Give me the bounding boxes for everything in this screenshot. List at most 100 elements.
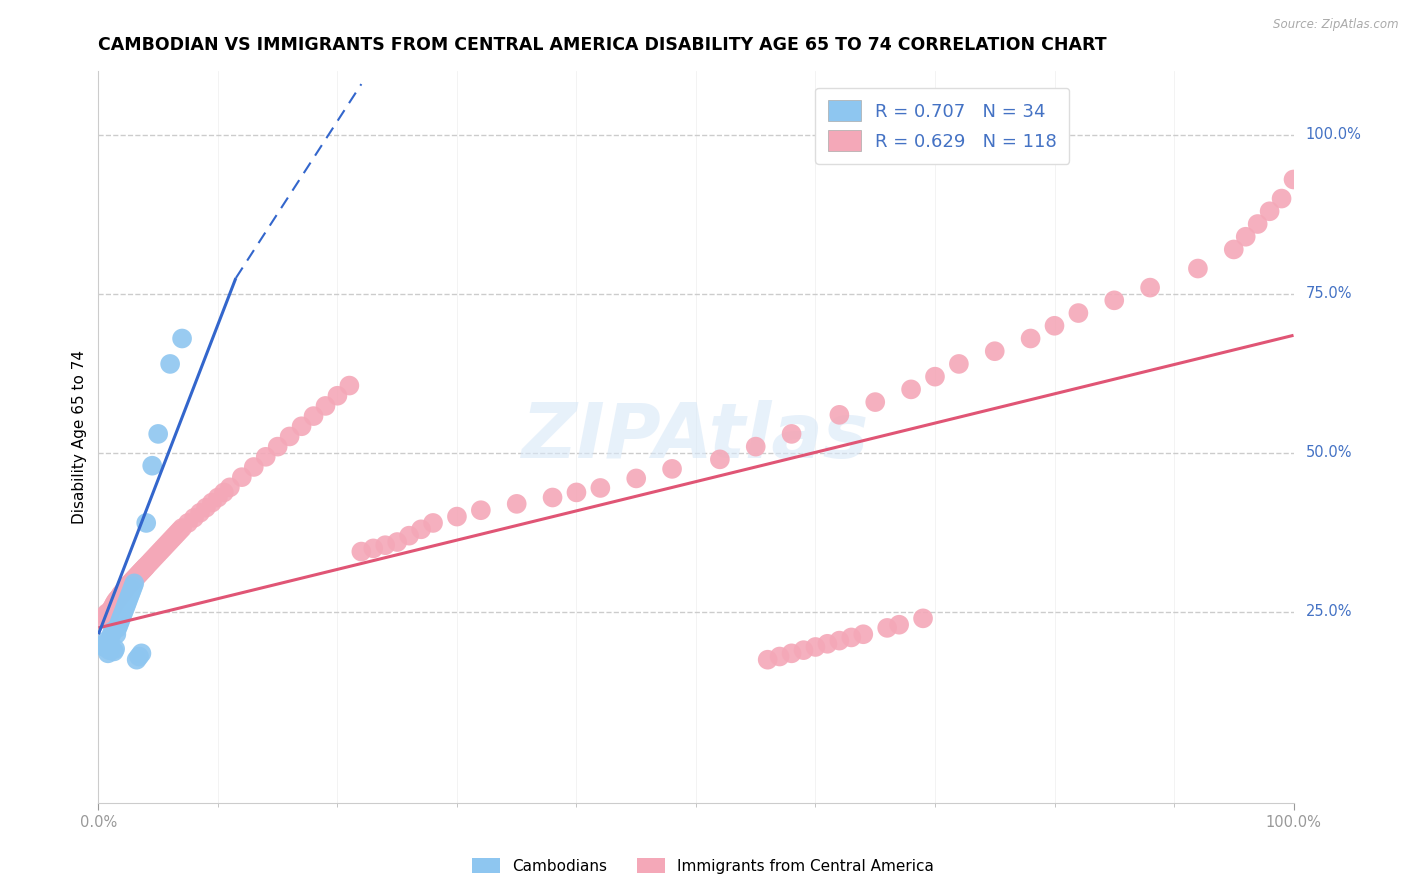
Point (101, 624, 124, 638)
Point (745, 440, 768, 454)
Point (948, 357, 970, 371)
Point (1043, 318, 1066, 333)
Point (148, 546, 170, 560)
Point (863, 395, 886, 409)
Point (911, 611, 934, 625)
Point (107, 592, 129, 607)
Point (132, 562, 155, 576)
Point (111, 586, 134, 600)
Point (446, 509, 468, 524)
Point (159, 357, 181, 371)
Point (876, 621, 898, 635)
Point (243, 460, 266, 475)
Point (1271, 192, 1294, 206)
Point (852, 627, 875, 641)
Point (1019, 331, 1042, 345)
Point (122, 580, 145, 594)
Point (114, 582, 136, 597)
Point (326, 389, 349, 403)
Point (183, 511, 205, 525)
Point (194, 500, 217, 515)
Point (839, 631, 862, 645)
Point (422, 516, 444, 530)
Point (110, 587, 132, 601)
Point (337, 378, 360, 392)
Point (152, 541, 174, 556)
Text: ZIPAtlas: ZIPAtlas (522, 401, 870, 474)
Point (793, 643, 815, 657)
Point (94, 608, 117, 623)
Point (155, 539, 177, 553)
Text: Source: ZipAtlas.com: Source: ZipAtlas.com (1274, 18, 1399, 31)
Point (107, 621, 129, 635)
Point (780, 646, 803, 660)
Point (924, 369, 946, 384)
Text: CAMBODIAN VS IMMIGRANTS FROM CENTRAL AMERICA DISABILITY AGE 65 TO 74 CORRELATION: CAMBODIAN VS IMMIGRANTS FROM CENTRAL AME… (98, 36, 1107, 54)
Point (112, 584, 135, 599)
Point (889, 617, 911, 632)
Point (470, 503, 492, 517)
Point (138, 557, 160, 571)
Point (111, 608, 134, 623)
Point (135, 559, 157, 574)
Point (541, 491, 564, 505)
Point (148, 426, 170, 441)
Point (127, 568, 149, 582)
Point (162, 531, 184, 545)
Text: 50.0%: 50.0% (1305, 445, 1353, 460)
Point (1067, 306, 1090, 320)
Point (254, 450, 277, 464)
Point (125, 569, 148, 583)
Point (98, 604, 122, 618)
Point (97, 610, 120, 624)
Point (120, 586, 142, 600)
Point (1282, 172, 1305, 186)
Point (97, 646, 120, 660)
Point (124, 576, 146, 591)
Point (93, 640, 115, 654)
Point (134, 560, 156, 574)
Point (709, 452, 731, 467)
Point (105, 627, 128, 641)
Point (278, 429, 301, 443)
Point (93, 611, 115, 625)
Point (900, 383, 922, 397)
Point (231, 470, 253, 484)
Point (828, 408, 851, 422)
Point (589, 481, 612, 495)
Point (207, 491, 229, 505)
Point (1139, 280, 1161, 294)
Point (315, 399, 337, 413)
Point (128, 566, 150, 581)
Point (624, 471, 647, 485)
Point (98, 607, 121, 622)
Point (828, 633, 851, 648)
Point (661, 462, 683, 476)
Point (131, 564, 153, 578)
Point (122, 573, 145, 587)
Point (128, 649, 150, 664)
Point (156, 536, 179, 550)
Point (96, 607, 118, 621)
Point (169, 524, 191, 538)
Point (115, 581, 138, 595)
Point (114, 602, 136, 616)
Point (94, 637, 117, 651)
Point (103, 644, 125, 658)
Point (1102, 293, 1125, 308)
Point (100, 627, 122, 641)
Point (172, 521, 194, 535)
Point (290, 419, 312, 434)
Point (815, 637, 838, 651)
Point (108, 615, 131, 629)
Point (201, 495, 224, 509)
Point (117, 592, 139, 607)
Point (131, 646, 153, 660)
Point (110, 611, 132, 625)
Point (131, 563, 153, 577)
Point (142, 551, 165, 566)
Point (108, 589, 131, 603)
Point (149, 544, 172, 558)
Point (172, 331, 194, 345)
Point (350, 544, 373, 558)
